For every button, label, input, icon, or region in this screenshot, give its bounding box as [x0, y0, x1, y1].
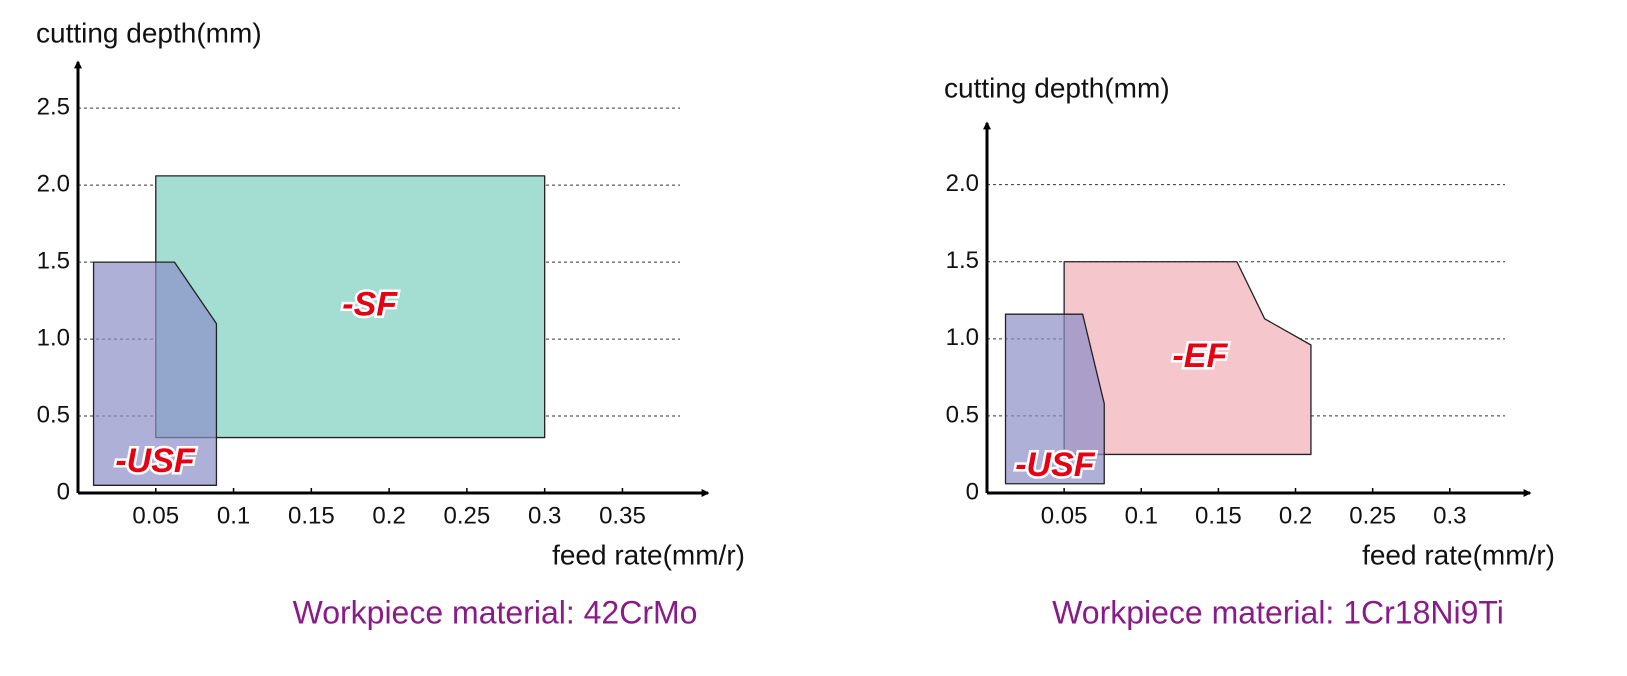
y-tick-label: 0.5 [37, 401, 70, 428]
y-axis-label: cutting depth(mm) [36, 17, 262, 48]
y-tick-label: 1.5 [37, 247, 70, 274]
region-label: -USF [115, 442, 196, 480]
subtitle: Workpiece material: 42CrMo [293, 594, 698, 630]
x-tick-label: 0.15 [288, 502, 335, 529]
y-tick-label: 0 [57, 478, 70, 505]
x-tick-label: 0.05 [132, 502, 179, 529]
y-tick-label: 2.0 [37, 170, 70, 197]
x-tick-label: 0.25 [1349, 502, 1396, 529]
y-tick-label: 1.5 [946, 247, 979, 274]
y-tick-label: 2.0 [946, 170, 979, 197]
y-tick-label: 2.5 [37, 94, 70, 121]
x-tick-label: 0.25 [444, 502, 491, 529]
x-axis-label: feed rate(mm/r) [552, 539, 745, 570]
x-tick-label: 0.3 [528, 502, 561, 529]
region-label: -USF [1015, 446, 1096, 484]
x-tick-label: 0.2 [372, 502, 405, 529]
region [1063, 261, 1312, 456]
subtitle: Workpiece material: 1Cr18Ni9Ti [1052, 594, 1504, 630]
x-tick-label: 0.05 [1041, 502, 1088, 529]
panel: 0 0.5 1.0 1.5 2.0 0.05 0.1 0.15 0.2 0.25 0.3 -EF -US… [944, 72, 1555, 630]
y-tick-label: 1.0 [37, 324, 70, 351]
x-tick-label: 0.3 [1433, 502, 1466, 529]
y-tick-label: 1.0 [946, 324, 979, 351]
y-tick-label: 0.5 [946, 401, 979, 428]
region [92, 261, 218, 486]
region-label: -SF [342, 286, 398, 324]
x-axis-label: feed rate(mm/r) [1362, 539, 1555, 570]
region [1004, 313, 1105, 485]
x-tick-label: 0.1 [217, 502, 250, 529]
x-tick-label: 0.15 [1195, 502, 1242, 529]
y-tick-label: 0 [966, 478, 979, 505]
x-tick-label: 0.35 [599, 502, 646, 529]
y-axis-label: cutting depth(mm) [944, 72, 1170, 103]
panel: 0 0.5 1.0 1.5 2.0 2.5 0.05 0.1 0.15 0.2 0.25 0.3 0.3… [36, 17, 745, 630]
x-tick-label: 0.1 [1125, 502, 1158, 529]
x-tick-label: 0.2 [1279, 502, 1312, 529]
region-label: -EF [1172, 337, 1228, 375]
